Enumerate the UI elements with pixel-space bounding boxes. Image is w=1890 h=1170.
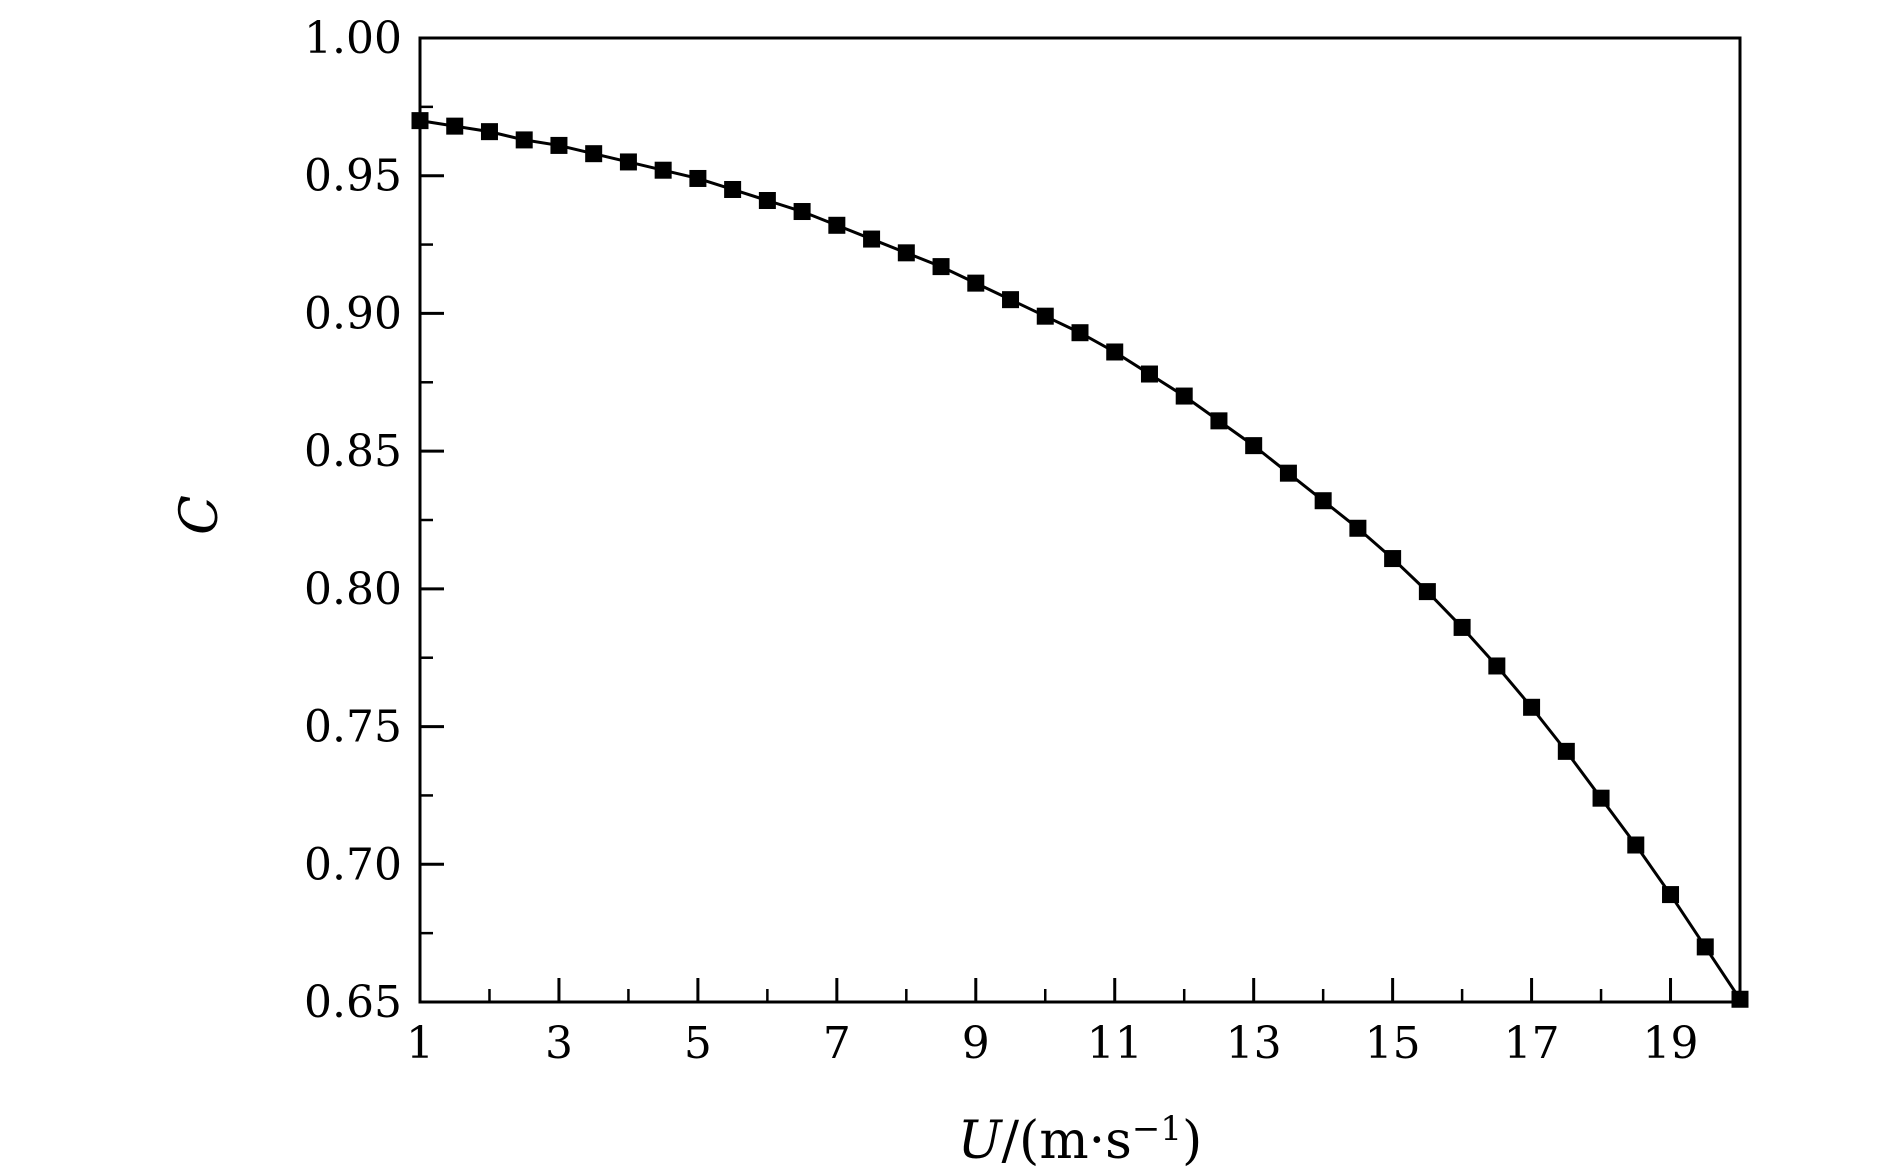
- series-marker: [1523, 698, 1541, 716]
- series-marker: [550, 136, 568, 154]
- series-marker: [585, 145, 603, 163]
- series-marker: [724, 180, 742, 198]
- series-marker: [967, 274, 985, 292]
- series-marker: [1557, 742, 1575, 760]
- series-marker: [1592, 789, 1610, 807]
- y-tick-label: 0.85: [304, 426, 402, 477]
- x-tick-label: 11: [1087, 1018, 1143, 1069]
- series-marker: [480, 123, 498, 141]
- y-axis-title: C: [170, 495, 230, 535]
- x-axis-exponent: −1: [1131, 1108, 1182, 1149]
- series-marker: [1036, 307, 1054, 325]
- x-tick-label: 9: [962, 1018, 990, 1069]
- series-marker: [758, 192, 776, 210]
- y-tick-label: 0.95: [304, 151, 402, 202]
- x-tick-label: 5: [684, 1018, 712, 1069]
- series-marker: [1384, 550, 1402, 568]
- data-series: [411, 112, 1749, 1008]
- x-axis-variable: U: [957, 1111, 1002, 1170]
- y-axis-ticks: 0.65 0.70 0.75 0.80 0.85 0.90 0.95 1.00: [304, 13, 444, 1028]
- x-tick-label: 1: [406, 1018, 434, 1069]
- x-tick-label: 7: [823, 1018, 851, 1069]
- series-marker: [863, 230, 881, 248]
- y-tick-label: 1.00: [304, 13, 402, 64]
- series-marker: [1418, 583, 1436, 601]
- y-tick-label: 0.75: [304, 702, 402, 753]
- y-tick-label: 0.70: [304, 839, 402, 890]
- series-marker: [654, 161, 672, 179]
- series-marker: [1279, 464, 1297, 482]
- series-marker: [1488, 657, 1506, 675]
- x-axis-unit-prefix: /(m·s: [1001, 1111, 1132, 1170]
- series-marker: [1662, 886, 1680, 904]
- x-tick-label: 15: [1365, 1018, 1421, 1069]
- x-tick-label: 17: [1504, 1018, 1560, 1069]
- y-tick-label: 0.65: [304, 977, 402, 1028]
- series-marker: [1731, 990, 1749, 1008]
- series-marker: [1349, 519, 1367, 537]
- series-marker: [1002, 291, 1020, 309]
- series-marker: [897, 244, 915, 262]
- x-tick-label: 3: [545, 1018, 573, 1069]
- series-marker: [1627, 836, 1645, 854]
- series-marker: [619, 153, 637, 171]
- series-marker: [1245, 437, 1263, 455]
- x-axis-ticks: 1 3 5 7 9 11 13 15 17 19: [406, 978, 1742, 1069]
- x-axis-unit-suffix: ): [1182, 1111, 1203, 1170]
- series-marker: [1175, 387, 1193, 405]
- x-tick-label: 19: [1643, 1018, 1699, 1069]
- series-marker: [411, 112, 429, 130]
- series-marker: [1071, 324, 1089, 342]
- series-marker: [515, 131, 533, 149]
- series-marker: [446, 117, 464, 135]
- series-marker: [1140, 365, 1158, 383]
- series-marker: [1696, 938, 1714, 956]
- y-tick-label: 0.90: [304, 288, 402, 339]
- series-marker: [828, 216, 846, 234]
- series-marker: [1106, 343, 1124, 361]
- series-marker: [932, 258, 950, 276]
- series-marker: [1314, 492, 1332, 510]
- x-tick-label: 13: [1226, 1018, 1282, 1069]
- series-marker: [1210, 412, 1228, 430]
- y-tick-label: 0.80: [304, 564, 402, 615]
- series-marker: [793, 203, 811, 221]
- series-marker: [1453, 618, 1471, 636]
- x-axis-title: U/(m·s−1): [958, 1109, 1203, 1170]
- series-marker: [689, 169, 707, 187]
